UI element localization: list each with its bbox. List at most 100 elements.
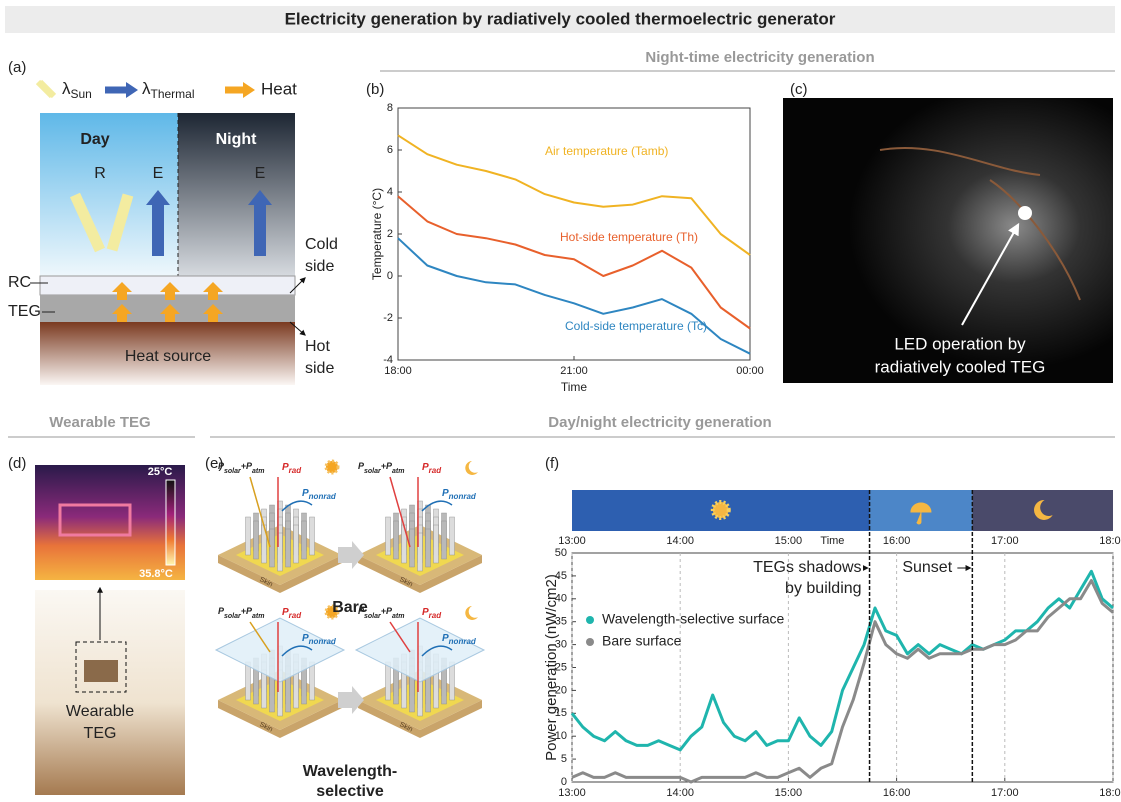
sub: rad (289, 611, 303, 620)
panel-label: (d) (8, 455, 26, 472)
scale-bar (166, 480, 175, 565)
caption: LED operation by (894, 334, 1026, 353)
side-label: side (305, 360, 334, 377)
series-label: Air temperature (Tamb) (545, 144, 668, 158)
pillar (426, 674, 431, 712)
x-tick-label: 00:00 (736, 365, 764, 377)
sub: atm (392, 468, 404, 475)
section-header: Day/night electricity generation (548, 414, 771, 431)
pillar (426, 529, 431, 567)
sub: rad (429, 611, 443, 620)
pillar (410, 674, 415, 712)
pillar (246, 662, 251, 700)
layer-label: TEG (8, 303, 41, 320)
flow-arrow (338, 541, 364, 569)
y-tick-label: 0 (387, 270, 393, 282)
layer-label: RC (8, 274, 31, 291)
side-label: Hot (305, 338, 330, 355)
sub: atm (392, 613, 404, 620)
pillar (246, 517, 251, 555)
legend-sub: Sun (71, 87, 92, 101)
legend-swatch (586, 638, 594, 646)
x-tick-label: 18:00 (384, 365, 412, 377)
pillar (254, 666, 259, 704)
arrow-label: R (94, 165, 106, 182)
selective-film (356, 618, 484, 682)
sub: nonrad (449, 637, 477, 646)
panel-label: (b) (366, 81, 384, 98)
panel-label: (f) (545, 455, 559, 472)
caption: Wearable (66, 703, 134, 720)
panel-a: λSun λThermal Heat Day Night R E E Heat … (8, 79, 338, 385)
y-tick-label: 50 (555, 547, 567, 559)
heat-source-label: Heat source (125, 348, 211, 365)
pillar (450, 662, 455, 700)
x-tick-label: 17:00 (991, 787, 1019, 799)
pillar (410, 529, 415, 567)
scale-label: 25°C (148, 466, 173, 478)
p-in-label: Psolar+Patm (218, 606, 264, 619)
icon (38, 82, 54, 96)
p-in-label: Psolar+Patm (218, 461, 264, 474)
pillar (302, 666, 307, 704)
pillar (394, 521, 399, 559)
pillar (402, 670, 407, 708)
pillar (254, 521, 259, 559)
device (84, 660, 118, 682)
night-label: Night (216, 131, 258, 148)
series-label: Cold-side temperature (Tc) (565, 319, 707, 333)
pillar (294, 525, 299, 563)
event-label: Sunset (902, 559, 952, 576)
strip-tick-label: 16:00 (883, 535, 911, 547)
sub: solar (224, 613, 242, 620)
series-line (398, 196, 750, 328)
sub: atm (252, 468, 264, 475)
x-tick-label: 15:00 (775, 787, 803, 799)
x-axis-label: Time (561, 380, 588, 394)
sub-label: Prad (422, 607, 442, 620)
caption: radiatively cooled TEG (875, 357, 1046, 376)
x-tick-label: 21:00 (560, 365, 588, 377)
sub: rad (289, 466, 303, 475)
sub: atm (252, 613, 264, 620)
pillar (434, 525, 439, 563)
moon (465, 461, 478, 475)
strip-tick-label: 14:00 (666, 535, 694, 547)
caption: selective (316, 783, 384, 800)
event-label: by building (785, 580, 862, 597)
y-tick-label: 5 (561, 753, 567, 765)
led (1018, 206, 1032, 220)
side-label: side (305, 258, 334, 275)
sub: nonrad (449, 492, 477, 501)
strip-tick-label: 18:00 (1099, 535, 1121, 547)
event-label: TEGs shadows (753, 559, 861, 576)
sun (326, 461, 338, 473)
series-line (398, 238, 750, 354)
selective-film (216, 618, 344, 682)
p-in-label: Psolar+Patm (358, 461, 404, 474)
day-label: Day (80, 131, 109, 148)
chart-f: 0510152025303540455013:0014:0015:0016:00… (543, 490, 1121, 799)
legend-label: Wavelength-selective surface (602, 611, 785, 627)
y-tick-label: 6 (387, 144, 393, 156)
pillar (286, 674, 291, 712)
flow-arrow (338, 686, 364, 714)
y-tick-label: -2 (383, 312, 393, 324)
sub: nonrad (309, 492, 337, 501)
legend-label: Bare surface (602, 633, 682, 649)
side-label: Cold (305, 236, 338, 253)
section-header: Night-time electricity generation (645, 49, 874, 66)
time-strip (972, 490, 1113, 531)
pillar (450, 517, 455, 555)
moon (465, 606, 478, 620)
pillar (442, 521, 447, 559)
pillar (386, 517, 391, 555)
panel-c: LED operation by radiatively cooled TEG (783, 98, 1113, 383)
pillar (386, 662, 391, 700)
figure: Electricity generation by radiatively co… (0, 0, 1121, 802)
pillar (434, 670, 439, 708)
sub-label: Pnonrad (302, 488, 337, 501)
y-tick-label: 2 (387, 228, 393, 240)
x-tick-label: 14:00 (666, 787, 694, 799)
